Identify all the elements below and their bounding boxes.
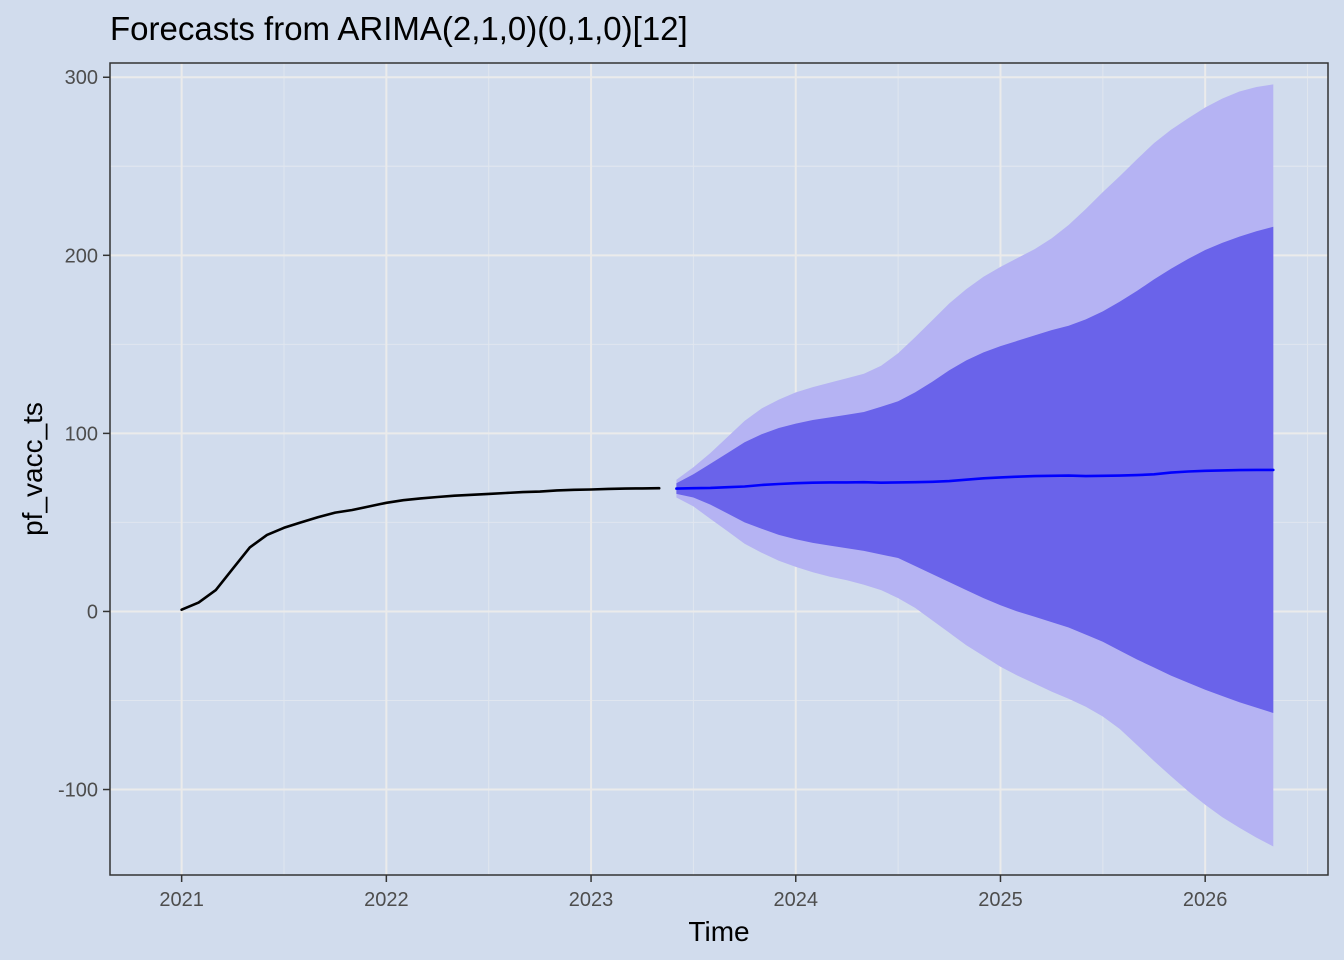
x-tick-label: 2023 xyxy=(569,889,614,911)
axes: -100 0 100 200 300 2021 2022 2023 2024 2025 2026 xyxy=(58,67,1227,911)
y-tick-label: 200 xyxy=(65,245,98,267)
prediction-band-80 xyxy=(676,226,1274,714)
y-axis-title: pf_vacc_ts xyxy=(17,402,48,536)
x-axis-title: Time xyxy=(688,916,749,947)
x-tick-label: 2026 xyxy=(1183,889,1228,911)
x-tick-label: 2022 xyxy=(364,889,409,911)
x-tick-label: 2024 xyxy=(774,889,819,911)
y-tick-label: 100 xyxy=(65,423,98,445)
chart-title: Forecasts from ARIMA(2,1,0)(0,1,0)[12] xyxy=(110,10,688,47)
x-tick-label: 2021 xyxy=(159,889,204,911)
y-tick-label: -100 xyxy=(58,780,98,802)
x-tick-label: 2025 xyxy=(978,889,1023,911)
forecast-line xyxy=(675,468,1275,490)
y-tick-label: 300 xyxy=(65,67,98,89)
prediction-bands xyxy=(676,84,1274,847)
y-tick-label: 0 xyxy=(87,601,98,623)
panel-border xyxy=(109,62,1329,876)
series-lines xyxy=(180,468,1275,612)
observed-line xyxy=(180,486,661,612)
